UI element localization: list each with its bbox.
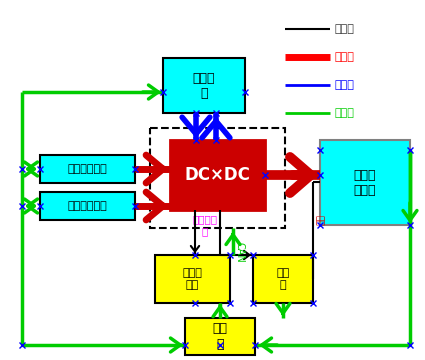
Text: 低压直流电源: 低压直流电源 [68,201,108,211]
Bar [40,155,135,183]
Text: 功率分
析仪: 功率分 析仪 [183,268,202,290]
Bar [320,140,410,225]
Bar [253,255,313,303]
Text: 功率线: 功率线 [335,52,355,62]
Bar [155,255,230,303]
Text: DC×DC: DC×DC [184,166,250,184]
Bar [40,192,135,220]
Bar [185,318,255,355]
Text: 示波
器: 示波 器 [276,268,289,290]
Text: CAN: CAN [235,242,245,263]
Text: 直流电
子负载: 直流电 子负载 [354,168,376,197]
Bar [163,58,245,113]
Bar [150,128,285,228]
Bar [170,140,265,210]
Text: 高压直流电源: 高压直流电源 [68,164,108,174]
Text: 电压: 电压 [314,215,323,225]
Text: 信号线: 信号线 [335,24,355,34]
Text: 通讯线: 通讯线 [335,108,355,118]
Text: 计算
机: 计算 机 [212,323,227,351]
Text: 水冷系
统: 水冷系 统 [193,72,215,99]
Text: 环境试验
室: 环境试验 室 [193,214,218,236]
Text: 冷却液: 冷却液 [335,80,355,90]
